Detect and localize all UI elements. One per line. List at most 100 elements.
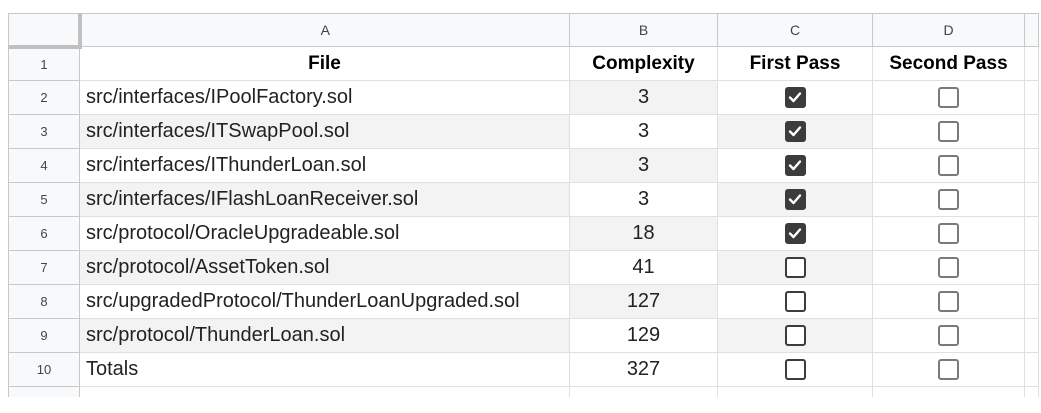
file-cell[interactable]: src/interfaces/ITSwapPool.sol — [79, 114, 570, 149]
first-pass-cell — [717, 80, 873, 115]
checkbox-checked[interactable] — [784, 87, 806, 108]
second-pass-cell — [872, 148, 1025, 183]
first-pass-cell — [717, 182, 873, 217]
empty-cell[interactable] — [569, 386, 718, 397]
file-cell[interactable]: src/protocol/OracleUpgradeable.sol — [79, 216, 570, 251]
select-all-corner[interactable] — [8, 13, 82, 49]
header-file[interactable]: File — [79, 46, 570, 81]
second-pass-cell — [872, 250, 1025, 285]
complexity-cell[interactable]: 3 — [569, 80, 718, 115]
first-pass-cell — [717, 216, 873, 251]
complexity-cell[interactable]: 41 — [569, 250, 718, 285]
table-row: 6 src/protocol/OracleUpgradeable.sol 18 — [8, 216, 1039, 251]
checkbox-unchecked[interactable] — [938, 359, 959, 380]
file-cell[interactable]: src/protocol/ThunderLoan.sol — [79, 318, 570, 353]
complexity-cell[interactable]: 3 — [569, 148, 718, 183]
empty-cell[interactable] — [1024, 284, 1039, 319]
empty-cell[interactable] — [1024, 182, 1039, 217]
empty-cell[interactable] — [1024, 46, 1039, 81]
row-number[interactable]: 4 — [8, 148, 80, 183]
checkbox-checked[interactable] — [784, 189, 806, 210]
empty-cell[interactable] — [1024, 148, 1039, 183]
partial-row — [8, 386, 1039, 397]
header-row: 1 File Complexity First Pass Second Pass — [8, 46, 1039, 81]
empty-cell[interactable] — [79, 386, 570, 397]
column-header-c[interactable]: C — [717, 13, 873, 47]
checkbox-unchecked[interactable] — [784, 257, 806, 278]
checkbox-checked[interactable] — [784, 121, 806, 142]
file-cell[interactable]: Totals — [79, 352, 570, 387]
row-number[interactable]: 9 — [8, 318, 80, 353]
first-pass-cell — [717, 284, 873, 319]
column-header-e[interactable] — [1024, 13, 1039, 47]
column-header-row: A B C D — [8, 13, 1039, 49]
spreadsheet-table: A B C D 1 File Complexity First Pass Sec… — [8, 13, 1039, 397]
table-row: 2 src/interfaces/IPoolFactory.sol 3 — [8, 80, 1039, 115]
row-number[interactable]: 3 — [8, 114, 80, 149]
file-cell[interactable]: src/upgradedProtocol/ThunderLoanUpgraded… — [79, 284, 570, 319]
checkbox-unchecked[interactable] — [784, 359, 806, 380]
complexity-cell[interactable]: 18 — [569, 216, 718, 251]
complexity-cell[interactable]: 127 — [569, 284, 718, 319]
checkbox-unchecked[interactable] — [938, 121, 959, 142]
checkbox-unchecked[interactable] — [938, 291, 959, 312]
second-pass-cell — [872, 182, 1025, 217]
empty-cell[interactable] — [1024, 386, 1039, 397]
checkbox-unchecked[interactable] — [938, 325, 959, 346]
column-header-b[interactable]: B — [569, 13, 718, 47]
table-row: 4 src/interfaces/IThunderLoan.sol 3 — [8, 148, 1039, 183]
checkbox-unchecked[interactable] — [938, 257, 959, 278]
row-number[interactable]: 10 — [8, 352, 80, 387]
row-number[interactable]: 1 — [8, 46, 80, 81]
table-row: 9 src/protocol/ThunderLoan.sol 129 — [8, 318, 1039, 353]
file-cell[interactable]: src/interfaces/IPoolFactory.sol — [79, 80, 570, 115]
complexity-cell[interactable]: 129 — [569, 318, 718, 353]
empty-cell[interactable] — [1024, 80, 1039, 115]
empty-cell[interactable] — [872, 386, 1025, 397]
checkbox-unchecked[interactable] — [784, 291, 806, 312]
second-pass-cell — [872, 352, 1025, 387]
header-complexity[interactable]: Complexity — [569, 46, 718, 81]
table-row: 5 src/interfaces/IFlashLoanReceiver.sol 3 — [8, 182, 1039, 217]
first-pass-cell — [717, 148, 873, 183]
table-row: 10 Totals 327 — [8, 352, 1039, 387]
empty-cell[interactable] — [1024, 352, 1039, 387]
checkbox-unchecked[interactable] — [938, 223, 959, 244]
empty-cell[interactable] — [717, 386, 873, 397]
checkbox-checked[interactable] — [784, 155, 806, 176]
second-pass-cell — [872, 114, 1025, 149]
row-number[interactable]: 8 — [8, 284, 80, 319]
checkbox-unchecked[interactable] — [938, 155, 959, 176]
empty-cell[interactable] — [1024, 250, 1039, 285]
second-pass-cell — [872, 318, 1025, 353]
file-cell[interactable]: src/protocol/AssetToken.sol — [79, 250, 570, 285]
first-pass-cell — [717, 318, 873, 353]
complexity-cell[interactable]: 3 — [569, 114, 718, 149]
row-number[interactable]: 5 — [8, 182, 80, 217]
header-second-pass[interactable]: Second Pass — [872, 46, 1025, 81]
second-pass-cell — [872, 80, 1025, 115]
header-first-pass[interactable]: First Pass — [717, 46, 873, 81]
file-cell[interactable]: src/interfaces/IThunderLoan.sol — [79, 148, 570, 183]
row-number[interactable]: 2 — [8, 80, 80, 115]
column-header-d[interactable]: D — [872, 13, 1025, 47]
complexity-cell[interactable]: 3 — [569, 182, 718, 217]
complexity-cell[interactable]: 327 — [569, 352, 718, 387]
column-header-a[interactable]: A — [79, 13, 570, 47]
file-cell[interactable]: src/interfaces/IFlashLoanReceiver.sol — [79, 182, 570, 217]
table-row: 3 src/interfaces/ITSwapPool.sol 3 — [8, 114, 1039, 149]
checkbox-unchecked[interactable] — [938, 189, 959, 210]
second-pass-cell — [872, 216, 1025, 251]
empty-cell[interactable] — [1024, 216, 1039, 251]
checkbox-unchecked[interactable] — [784, 325, 806, 346]
empty-cell[interactable] — [1024, 318, 1039, 353]
row-number[interactable] — [8, 386, 80, 397]
first-pass-cell — [717, 250, 873, 285]
row-number[interactable]: 6 — [8, 216, 80, 251]
checkbox-unchecked[interactable] — [938, 87, 959, 108]
spreadsheet-grid: A B C D 1 File Complexity First Pass Sec… — [8, 13, 1039, 397]
checkbox-checked[interactable] — [784, 223, 806, 244]
first-pass-cell — [717, 352, 873, 387]
empty-cell[interactable] — [1024, 114, 1039, 149]
row-number[interactable]: 7 — [8, 250, 80, 285]
